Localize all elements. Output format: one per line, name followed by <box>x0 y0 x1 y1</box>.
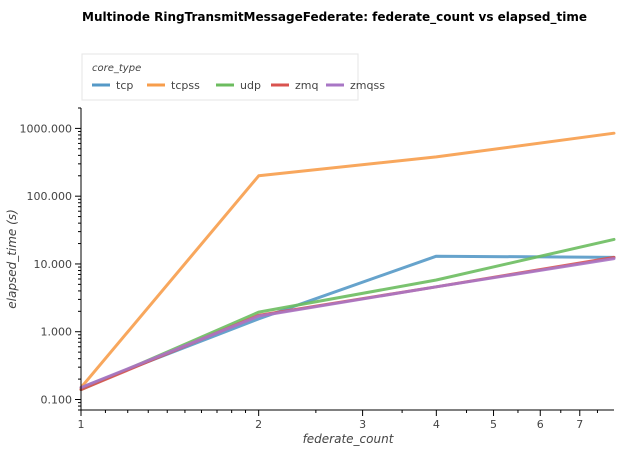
legend-box <box>81 53 359 101</box>
y-tick-label: 100.000 <box>27 190 73 203</box>
x-tick-label: 1 <box>78 418 85 431</box>
x-axis-label: federate_count <box>303 432 395 446</box>
y-tick-label: 10.000 <box>34 258 73 271</box>
series-line-udp <box>79 237 616 392</box>
y-axis-label: elapsed_time (s) <box>5 209 19 308</box>
series-line-tcpss <box>79 131 616 390</box>
legend-items: tcp tcpss udp zmq zmqss <box>92 79 385 92</box>
x-tick-label: 7 <box>576 418 583 431</box>
y-tick-label: 1.000 <box>41 326 73 339</box>
x-tick-label: 2 <box>255 418 262 431</box>
chart-title: Multinode RingTransmitMessageFederate: f… <box>82 10 587 25</box>
x-tick-label: 4 <box>433 418 440 431</box>
series-line-zmqss <box>79 257 616 390</box>
x-tick-label: 6 <box>537 418 544 431</box>
legend-title: core_type <box>92 63 141 74</box>
legend-label-zmqss: zmqss <box>350 79 385 92</box>
legend: core_type tcp tcpss udp zmq zmqss <box>81 53 385 101</box>
x-tick-label: 5 <box>490 418 497 431</box>
plot-lines <box>79 131 616 392</box>
legend-label-tcpss: tcpss <box>171 79 200 92</box>
y-tick-label: 1000.000 <box>20 122 73 135</box>
y-ticks: 0.100 1.000 10.000 100.000 1000.000 <box>20 107 81 411</box>
legend-label-udp: udp <box>240 79 261 92</box>
series-line-tcp <box>79 254 616 390</box>
legend-label-zmq: zmq <box>295 79 318 92</box>
x-tick-label: 3 <box>359 418 366 431</box>
x-ticks: 1 2 3 4 5 6 7 <box>78 410 598 431</box>
y-tick-label: 0.100 <box>41 394 73 407</box>
series-line-zmq <box>79 255 616 392</box>
legend-label-tcp: tcp <box>116 79 133 92</box>
